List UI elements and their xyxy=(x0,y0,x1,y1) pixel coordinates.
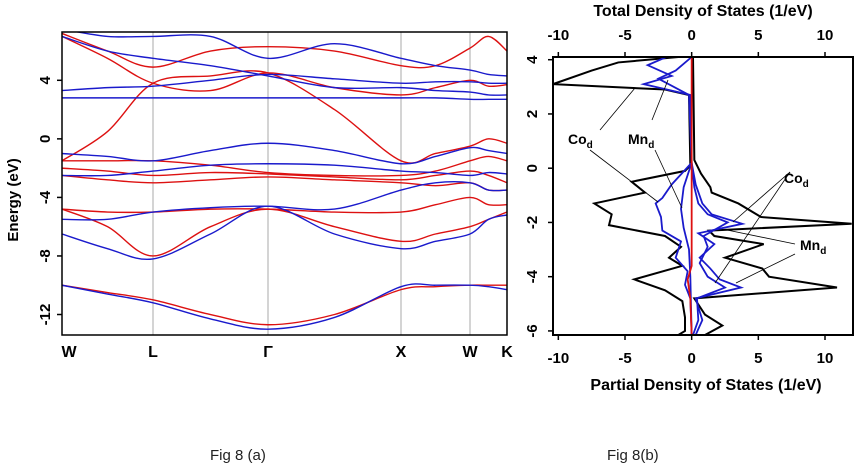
k-label: L xyxy=(148,344,158,361)
y-tick-label-dos: -6 xyxy=(524,324,541,337)
annotation-arrow xyxy=(651,79,669,121)
dos-Co_d xyxy=(690,162,746,335)
k-label: W xyxy=(61,344,77,361)
dos-total xyxy=(553,57,692,335)
x-tick-label-top: -5 xyxy=(618,27,631,44)
annotation-label: Cod xyxy=(784,170,809,190)
annotation-arrow xyxy=(726,229,796,245)
top-axis-title: Total Density of States (1/eV) xyxy=(593,3,812,20)
dos-total xyxy=(692,57,852,335)
plot-frame-a xyxy=(61,31,508,336)
annotation-subscript: d xyxy=(587,140,593,151)
k-label: X xyxy=(396,344,407,361)
x-tick-label-top: 5 xyxy=(754,27,762,44)
y-tick-label-dos: 4 xyxy=(524,55,541,64)
dos-Co_d xyxy=(640,57,693,335)
x-tick-label-bottom: -5 xyxy=(618,350,631,367)
annotation-subscript: d xyxy=(820,246,826,257)
y-tick-label-dos: -4 xyxy=(524,269,541,283)
band-up xyxy=(62,70,507,164)
y-tick-label: 0 xyxy=(37,135,54,143)
annotation-subscript: d xyxy=(803,179,809,190)
y-tick-label: 4 xyxy=(37,75,54,84)
y-tick-label-dos: 2 xyxy=(524,110,541,118)
band-down xyxy=(74,32,507,77)
band-down xyxy=(62,142,507,165)
k-label: Γ xyxy=(263,344,273,361)
annotation-label: Mnd xyxy=(800,237,826,257)
band-down xyxy=(62,73,507,92)
band-up xyxy=(62,174,507,192)
annotation-subscript: d xyxy=(648,140,654,151)
band-down xyxy=(62,283,507,330)
dos-Mn_d xyxy=(656,57,693,335)
band-down xyxy=(62,205,507,261)
dos-other xyxy=(686,57,693,335)
band-up xyxy=(62,208,507,257)
annotation-arrow xyxy=(714,171,791,284)
annotation-label: Mnd xyxy=(628,131,654,151)
x-tick-label-top: 0 xyxy=(687,27,695,44)
y-tick-label: -8 xyxy=(37,249,54,262)
band-up xyxy=(62,32,507,69)
annotation-arrow xyxy=(732,171,791,223)
annotation-label: Cod xyxy=(568,131,593,151)
band-up xyxy=(62,196,507,214)
y-axis-label: Energy (eV) xyxy=(5,158,22,241)
x-tick-label-top: 10 xyxy=(817,27,834,44)
x-tick-label-bottom: 10 xyxy=(817,350,834,367)
annotation-arrow xyxy=(599,87,636,131)
k-label: K xyxy=(501,344,513,361)
plot-frame-b xyxy=(552,56,854,336)
y-tick-label-dos: -2 xyxy=(524,216,541,229)
band-down xyxy=(62,181,507,221)
band-down xyxy=(62,35,507,96)
x-tick-label-bottom: 5 xyxy=(754,350,762,367)
caption-b: Fig 8(b) xyxy=(607,447,659,464)
caption-a: Fig 8 (a) xyxy=(210,447,266,464)
y-tick-label-dos: 0 xyxy=(524,164,541,172)
annotation-arrow xyxy=(654,149,683,209)
dos-Mn_d xyxy=(690,162,730,335)
bottom-axis-title: Partial Density of States (1/eV) xyxy=(590,377,821,394)
band-up xyxy=(62,35,507,96)
x-tick-label-bottom: 0 xyxy=(687,350,695,367)
y-tick-label: -4 xyxy=(37,190,54,204)
band-down xyxy=(62,163,507,177)
x-tick-label-bottom: -10 xyxy=(547,350,569,367)
k-label: W xyxy=(462,344,478,361)
annotation-arrow xyxy=(735,253,796,284)
y-tick-label: -12 xyxy=(37,304,54,326)
band-up xyxy=(62,167,507,184)
band-up xyxy=(62,284,507,326)
x-tick-label-top: -10 xyxy=(547,27,569,44)
band-down xyxy=(62,97,507,101)
annotation-arrow xyxy=(589,149,659,203)
